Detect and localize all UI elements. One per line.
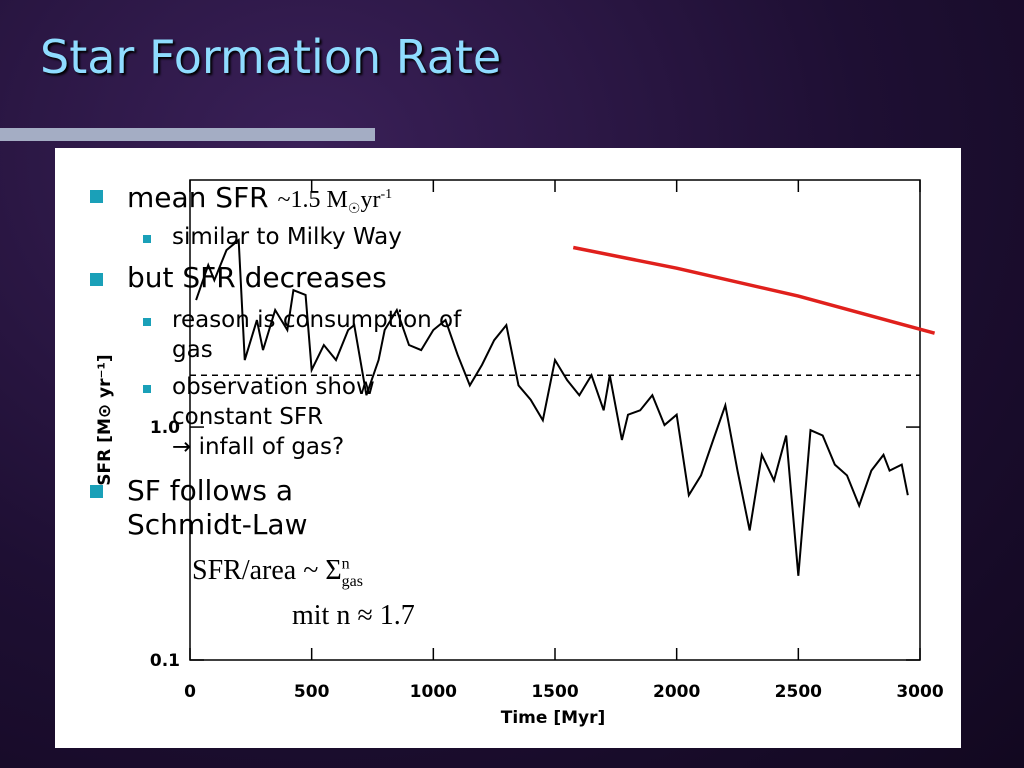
text: n <box>341 555 350 573</box>
bullet: similar to Milky Way <box>172 224 402 250</box>
x-tick-label: 1000 <box>410 682 457 702</box>
x-tick-label: 3000 <box>896 682 943 702</box>
text: yr <box>360 187 381 213</box>
text: gas <box>341 572 363 590</box>
bullet: SF follows a Schmidt-Law <box>127 474 308 541</box>
data-line <box>195 238 909 576</box>
text: ☉ <box>347 201 361 217</box>
text: SFR/area ~ Σ <box>192 555 342 586</box>
slide-title: Star Formation Rate <box>40 30 502 84</box>
x-tick-label: 2500 <box>775 682 822 702</box>
bullet: mean SFR ~1.5 M☉yr-1 <box>127 178 392 227</box>
y-axis-label: SFR [M⊙ yr⁻¹] <box>95 354 115 485</box>
bullet-marker <box>143 385 151 393</box>
formula-note: mit n ≈ 1.7 <box>292 600 415 631</box>
bullet: reason is consumption of gas <box>172 307 462 363</box>
x-tick-label: 2000 <box>653 682 700 702</box>
bullet-marker <box>143 235 151 243</box>
bullet-marker <box>90 190 103 203</box>
formula: SFR/area ~ Σngas <box>192 555 363 591</box>
bullet: but SFR decreases <box>127 261 387 294</box>
bullet-text: ~1.5 M☉yr-1 <box>277 187 393 217</box>
x-tick-label: 1500 <box>531 682 578 702</box>
text: ~1.5 M <box>277 187 348 213</box>
bullet-text: mean SFR <box>127 181 269 214</box>
x-tick-label: 500 <box>294 682 330 702</box>
bullet-marker <box>90 273 103 286</box>
title-bar <box>0 128 375 141</box>
text: -1 <box>380 187 393 202</box>
y-tick-label: 1.0 <box>150 418 180 438</box>
bullet: → infall of gas? <box>172 434 345 460</box>
data-line <box>572 245 936 335</box>
y-tick-label: 0.1 <box>150 651 180 671</box>
x-axis-label: Time [Myr] <box>501 708 606 728</box>
bullet-marker <box>90 485 103 498</box>
bullet-marker <box>143 318 151 326</box>
bullet: observation show constant SFR <box>172 374 375 430</box>
x-tick-label: 0 <box>184 682 196 702</box>
